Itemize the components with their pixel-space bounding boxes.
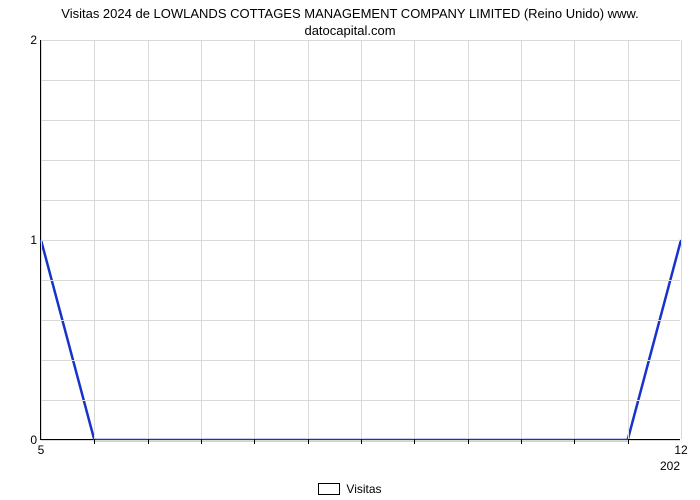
y-axis-tick-label: 2 — [21, 33, 37, 47]
x-axis-minor-tick — [361, 439, 362, 444]
gridline-vertical — [574, 40, 575, 439]
gridline-vertical — [201, 40, 202, 439]
x-axis-tick-label: 12 — [674, 443, 687, 457]
x-axis-minor-tick — [468, 439, 469, 444]
x-axis-minor-tick — [574, 439, 575, 444]
gridline-vertical — [681, 40, 682, 439]
gridline-vertical — [94, 40, 95, 439]
legend-label: Visitas — [346, 482, 381, 496]
y-axis-tick-label: 0 — [21, 433, 37, 447]
gridline-vertical — [468, 40, 469, 439]
gridline-vertical — [41, 40, 42, 439]
gridline-vertical — [148, 40, 149, 439]
legend-swatch — [318, 483, 340, 495]
gridline-vertical — [361, 40, 362, 439]
x-axis-minor-tick — [628, 439, 629, 444]
x-axis-minor-tick — [414, 439, 415, 444]
x-axis-minor-tick — [94, 439, 95, 444]
gridline-vertical — [414, 40, 415, 439]
chart-title-line1: Visitas 2024 de LOWLANDS COTTAGES MANAGE… — [61, 6, 638, 21]
chart-area: 012512202 — [40, 40, 680, 440]
x-axis-minor-tick — [254, 439, 255, 444]
gridline-vertical — [254, 40, 255, 439]
x-axis-minor-tick — [201, 439, 202, 444]
x-axis-minor-tick — [148, 439, 149, 444]
gridline-vertical — [521, 40, 522, 439]
plot-area: 012512202 — [40, 40, 680, 440]
y-axis-tick-label: 1 — [21, 233, 37, 247]
x-axis-minor-tick — [521, 439, 522, 444]
chart-title: Visitas 2024 de LOWLANDS COTTAGES MANAGE… — [0, 6, 700, 40]
x-axis-minor-tick — [308, 439, 309, 444]
gridline-vertical — [628, 40, 629, 439]
legend: Visitas — [0, 482, 700, 496]
chart-title-line2: datocapital.com — [304, 23, 395, 38]
x-axis-sublabel: 202 — [660, 459, 680, 473]
x-axis-tick-label: 5 — [38, 443, 45, 457]
gridline-vertical — [308, 40, 309, 439]
